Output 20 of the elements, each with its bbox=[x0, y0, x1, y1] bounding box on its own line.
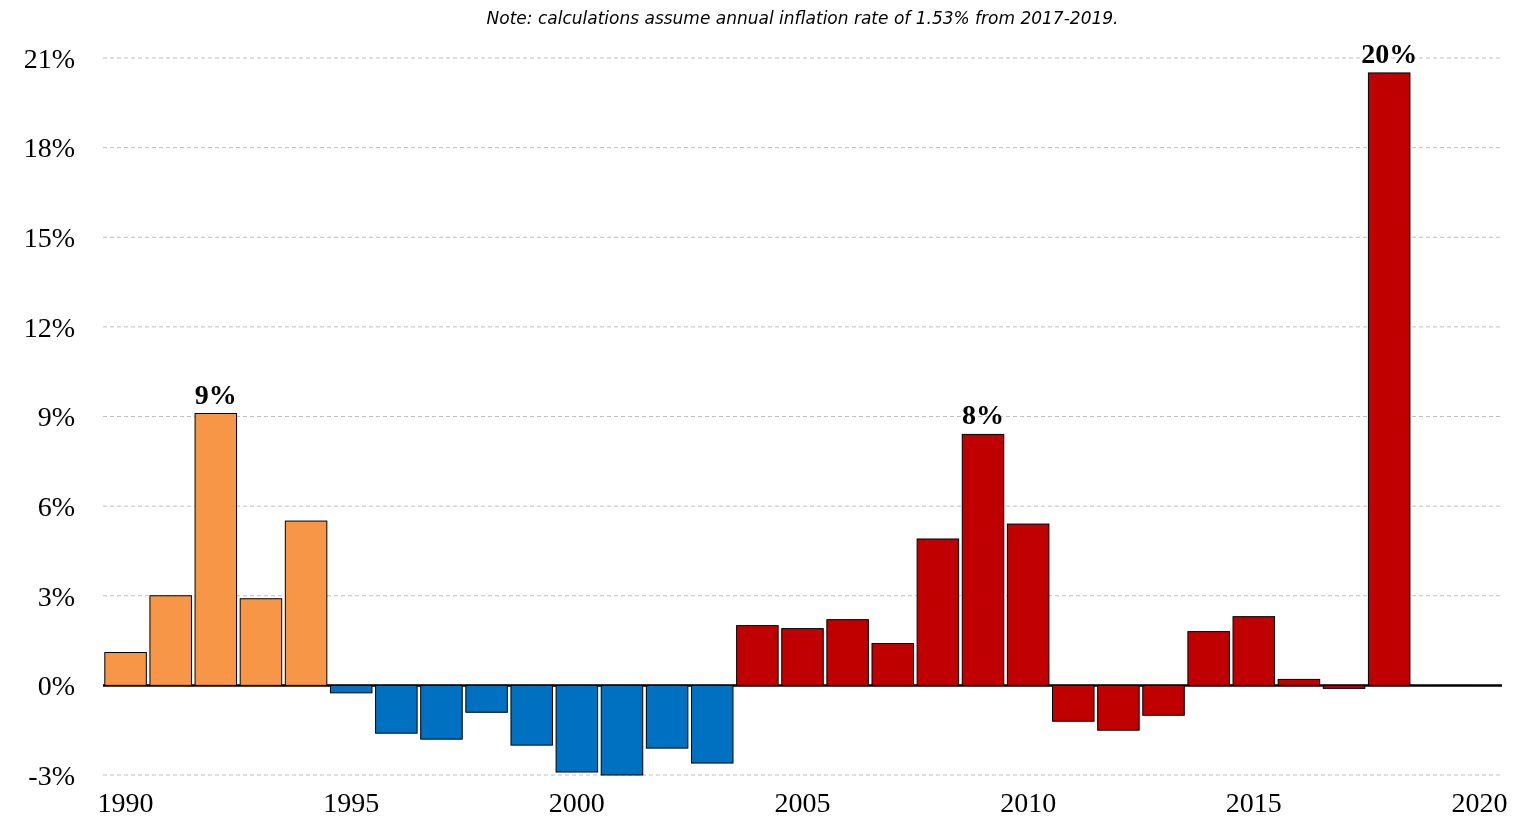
y-tick-label: 9% bbox=[37, 401, 75, 433]
data-label: 8% bbox=[962, 399, 1005, 431]
x-tick-label: 2010 bbox=[1000, 787, 1057, 818]
y-tick-label: 0% bbox=[37, 670, 75, 702]
x-tick-label: 2015 bbox=[1225, 787, 1282, 818]
data-label: 9% bbox=[194, 378, 237, 410]
x-tick-label: 1990 bbox=[97, 787, 154, 818]
y-tick-label: 3% bbox=[37, 580, 75, 612]
y-tick-label: 6% bbox=[37, 490, 75, 522]
y-tick-label: 21% bbox=[23, 42, 75, 74]
x-tick-label: 2005 bbox=[774, 787, 831, 818]
x-tick-label: 2020 bbox=[1451, 787, 1508, 818]
x-tick-label: 2000 bbox=[548, 787, 605, 818]
y-tick-label: 15% bbox=[23, 222, 75, 254]
y-tick-label: 18% bbox=[23, 132, 75, 164]
x-tick-label: 1995 bbox=[323, 787, 380, 818]
text: Note: calculations assume annual inflation rate of 1.53% from 2017-2019. bbox=[486, 8, 1119, 28]
y-tick-label: 12% bbox=[23, 311, 75, 343]
y-tick-label: -3% bbox=[28, 759, 75, 791]
data-label: 20% bbox=[1361, 37, 1418, 69]
